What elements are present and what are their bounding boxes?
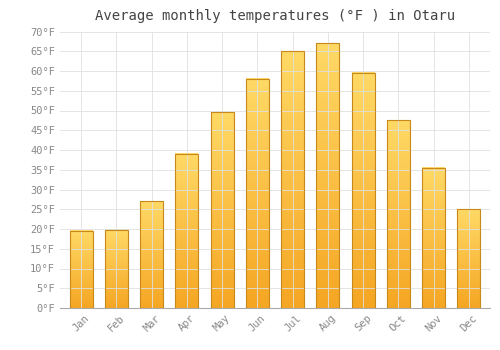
Bar: [140, 201, 163, 308]
Bar: [352, 73, 374, 308]
Bar: [176, 154, 199, 308]
Title: Average monthly temperatures (°F ) in Otaru: Average monthly temperatures (°F ) in Ot…: [95, 9, 455, 23]
Bar: [316, 43, 340, 308]
Bar: [387, 120, 410, 308]
Bar: [70, 231, 92, 308]
Bar: [210, 112, 234, 308]
Bar: [458, 209, 480, 308]
Bar: [246, 79, 269, 308]
Bar: [422, 168, 445, 308]
Bar: [105, 230, 128, 308]
Bar: [281, 51, 304, 308]
